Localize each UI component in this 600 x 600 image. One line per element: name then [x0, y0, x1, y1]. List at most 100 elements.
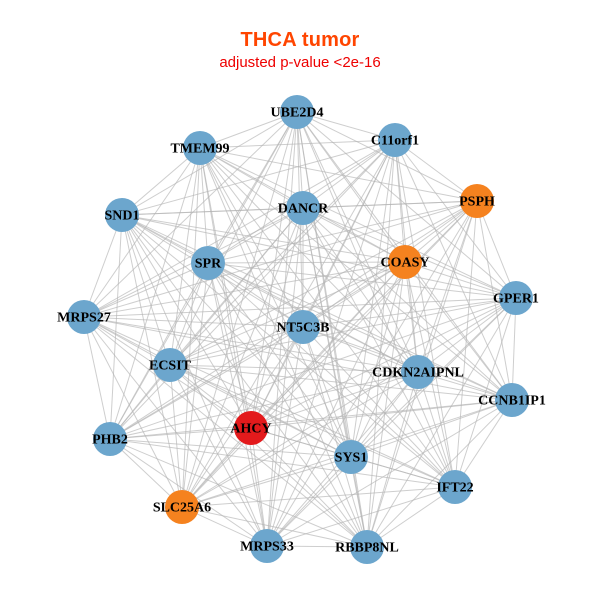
edge-GPER1-NT5C3B [302, 297, 517, 328]
edge-MRPS27-NT5C3B [83, 316, 304, 328]
edge-ECSIT-MRPS33 [169, 364, 268, 547]
node-MRPS33 [250, 529, 284, 563]
edge-DANCR-SPR [207, 207, 304, 264]
node-PHB2 [93, 422, 127, 456]
edge-CDKN2AIPNL-PHB2 [109, 371, 419, 440]
edge-SPR-GPER1 [207, 262, 517, 299]
edge-TMEM99-PSPH [199, 147, 478, 202]
edge-CCNB1IP1-SYS1 [350, 399, 513, 458]
edge-CDKN2AIPNL-SYS1 [350, 371, 419, 458]
edge-TMEM99-GPER1 [199, 147, 517, 299]
edge-PSPH-IFT22 [454, 200, 478, 488]
edge-IFT22-RBBP8NL [366, 486, 456, 548]
edge-IFT22-SLC25A6 [181, 486, 456, 508]
edge-CDKN2AIPNL-SLC25A6 [181, 371, 419, 508]
edge-DANCR-CCNB1IP1 [302, 207, 513, 401]
node-label-SLC25A6: SLC25A6 [153, 500, 211, 515]
edge-TMEM99-MRPS27 [83, 147, 201, 318]
node-label-GPER1: GPER1 [493, 291, 539, 306]
edge-C11orf1-DANCR [302, 139, 396, 209]
edge-NT5C3B-MRPS33 [266, 326, 304, 547]
node-SLC25A6 [165, 490, 199, 524]
edge-MRPS27-SYS1 [83, 316, 352, 458]
node-label-RBBP8NL: RBBP8NL [335, 540, 399, 555]
edge-SPR-CCNB1IP1 [207, 262, 513, 401]
edge-C11orf1-TMEM99 [199, 139, 396, 149]
edge-ECSIT-AHCY [169, 364, 252, 429]
edge-SYS1-IFT22 [350, 456, 456, 488]
node-DANCR [286, 191, 320, 225]
edge-CDKN2AIPNL-IFT22 [417, 371, 456, 488]
edge-TMEM99-SLC25A6 [181, 147, 201, 508]
edge-SPR-NT5C3B [207, 262, 304, 328]
node-label-NT5C3B: NT5C3B [277, 320, 330, 335]
edge-C11orf1-RBBP8NL [366, 139, 396, 548]
edge-TMEM99-CCNB1IP1 [199, 147, 513, 401]
node-label-PHB2: PHB2 [92, 432, 128, 447]
edge-PHB2-SYS1 [109, 438, 352, 458]
node-label-C11orf1: C11orf1 [371, 133, 419, 148]
edge-GPER1-MRPS33 [266, 297, 517, 547]
node-GPER1 [499, 281, 533, 315]
edge-COASY-NT5C3B [302, 261, 406, 328]
edge-SND1-PHB2 [109, 214, 123, 440]
node-SPR [191, 246, 225, 280]
edge-COASY-MRPS27 [83, 261, 406, 318]
node-label-SYS1: SYS1 [335, 450, 368, 465]
edge-MRPS27-CDKN2AIPNL [83, 316, 419, 373]
edge-TMEM99-SPR [199, 147, 209, 264]
edge-ECSIT-SYS1 [169, 364, 352, 458]
edge-UBE2D4-RBBP8NL [296, 111, 368, 548]
edge-CDKN2AIPNL-AHCY [250, 371, 419, 429]
edge-CCNB1IP1-PHB2 [109, 399, 513, 440]
node-label-PSPH: PSPH [459, 194, 495, 209]
node-label-IFT22: IFT22 [436, 480, 473, 495]
edge-AHCY-PHB2 [109, 427, 252, 440]
edge-SYS1-MRPS33 [266, 456, 352, 547]
edge-TMEM99-ECSIT [169, 147, 201, 366]
edge-COASY-SYS1 [350, 261, 406, 458]
edge-UBE2D4-CDKN2AIPNL [296, 111, 419, 373]
node-RBBP8NL [350, 530, 384, 564]
edge-NT5C3B-CDKN2AIPNL [302, 326, 419, 373]
edge-PSPH-CDKN2AIPNL [417, 200, 478, 373]
edge-SPR-MRPS27 [83, 262, 209, 318]
edge-C11orf1-IFT22 [394, 139, 456, 488]
node-C11orf1 [378, 123, 412, 157]
node-PSPH [460, 184, 494, 218]
edge-UBE2D4-SND1 [121, 111, 298, 216]
edge-SPR-SYS1 [207, 262, 352, 458]
edge-UBE2D4-SLC25A6 [181, 111, 298, 508]
node-label-COASY: COASY [380, 255, 429, 270]
labels-layer: UBE2D4 C11orf1 TMEM99 PSPH DANCR SND1 COASY SPR… [57, 105, 546, 555]
edge-NT5C3B-RBBP8NL [302, 326, 368, 548]
node-label-MRPS33: MRPS33 [240, 539, 294, 554]
edge-UBE2D4-MRPS33 [266, 111, 298, 547]
edge-ECSIT-SLC25A6 [169, 364, 183, 508]
edge-ECSIT-CCNB1IP1 [169, 364, 513, 401]
edge-PSPH-MRPS33 [266, 200, 478, 547]
node-SND1 [105, 198, 139, 232]
edge-CDKN2AIPNL-RBBP8NL [366, 371, 419, 548]
edge-SND1-RBBP8NL [121, 214, 368, 548]
edge-IFT22-MRPS33 [266, 486, 456, 547]
edge-CCNB1IP1-RBBP8NL [366, 399, 513, 548]
edge-SND1-MRPS27 [83, 214, 123, 318]
node-CCNB1IP1 [495, 383, 529, 417]
edge-TMEM99-CDKN2AIPNL [199, 147, 419, 373]
node-AHCY [234, 411, 268, 445]
edge-AHCY-MRPS33 [250, 427, 268, 547]
edge-C11orf1-SND1 [121, 139, 396, 216]
edge-ECSIT-CDKN2AIPNL [169, 364, 419, 373]
node-SYS1 [334, 440, 368, 474]
edge-MRPS27-SLC25A6 [83, 316, 183, 508]
edge-DANCR-IFT22 [302, 207, 456, 488]
node-label-SND1: SND1 [104, 208, 139, 223]
node-label-MRPS27: MRPS27 [57, 310, 111, 325]
edge-PHB2-IFT22 [109, 438, 456, 488]
node-label-CDKN2AIPNL: CDKN2AIPNL [372, 365, 464, 380]
node-CDKN2AIPNL [401, 355, 435, 389]
edge-COASY-GPER1 [404, 261, 517, 299]
